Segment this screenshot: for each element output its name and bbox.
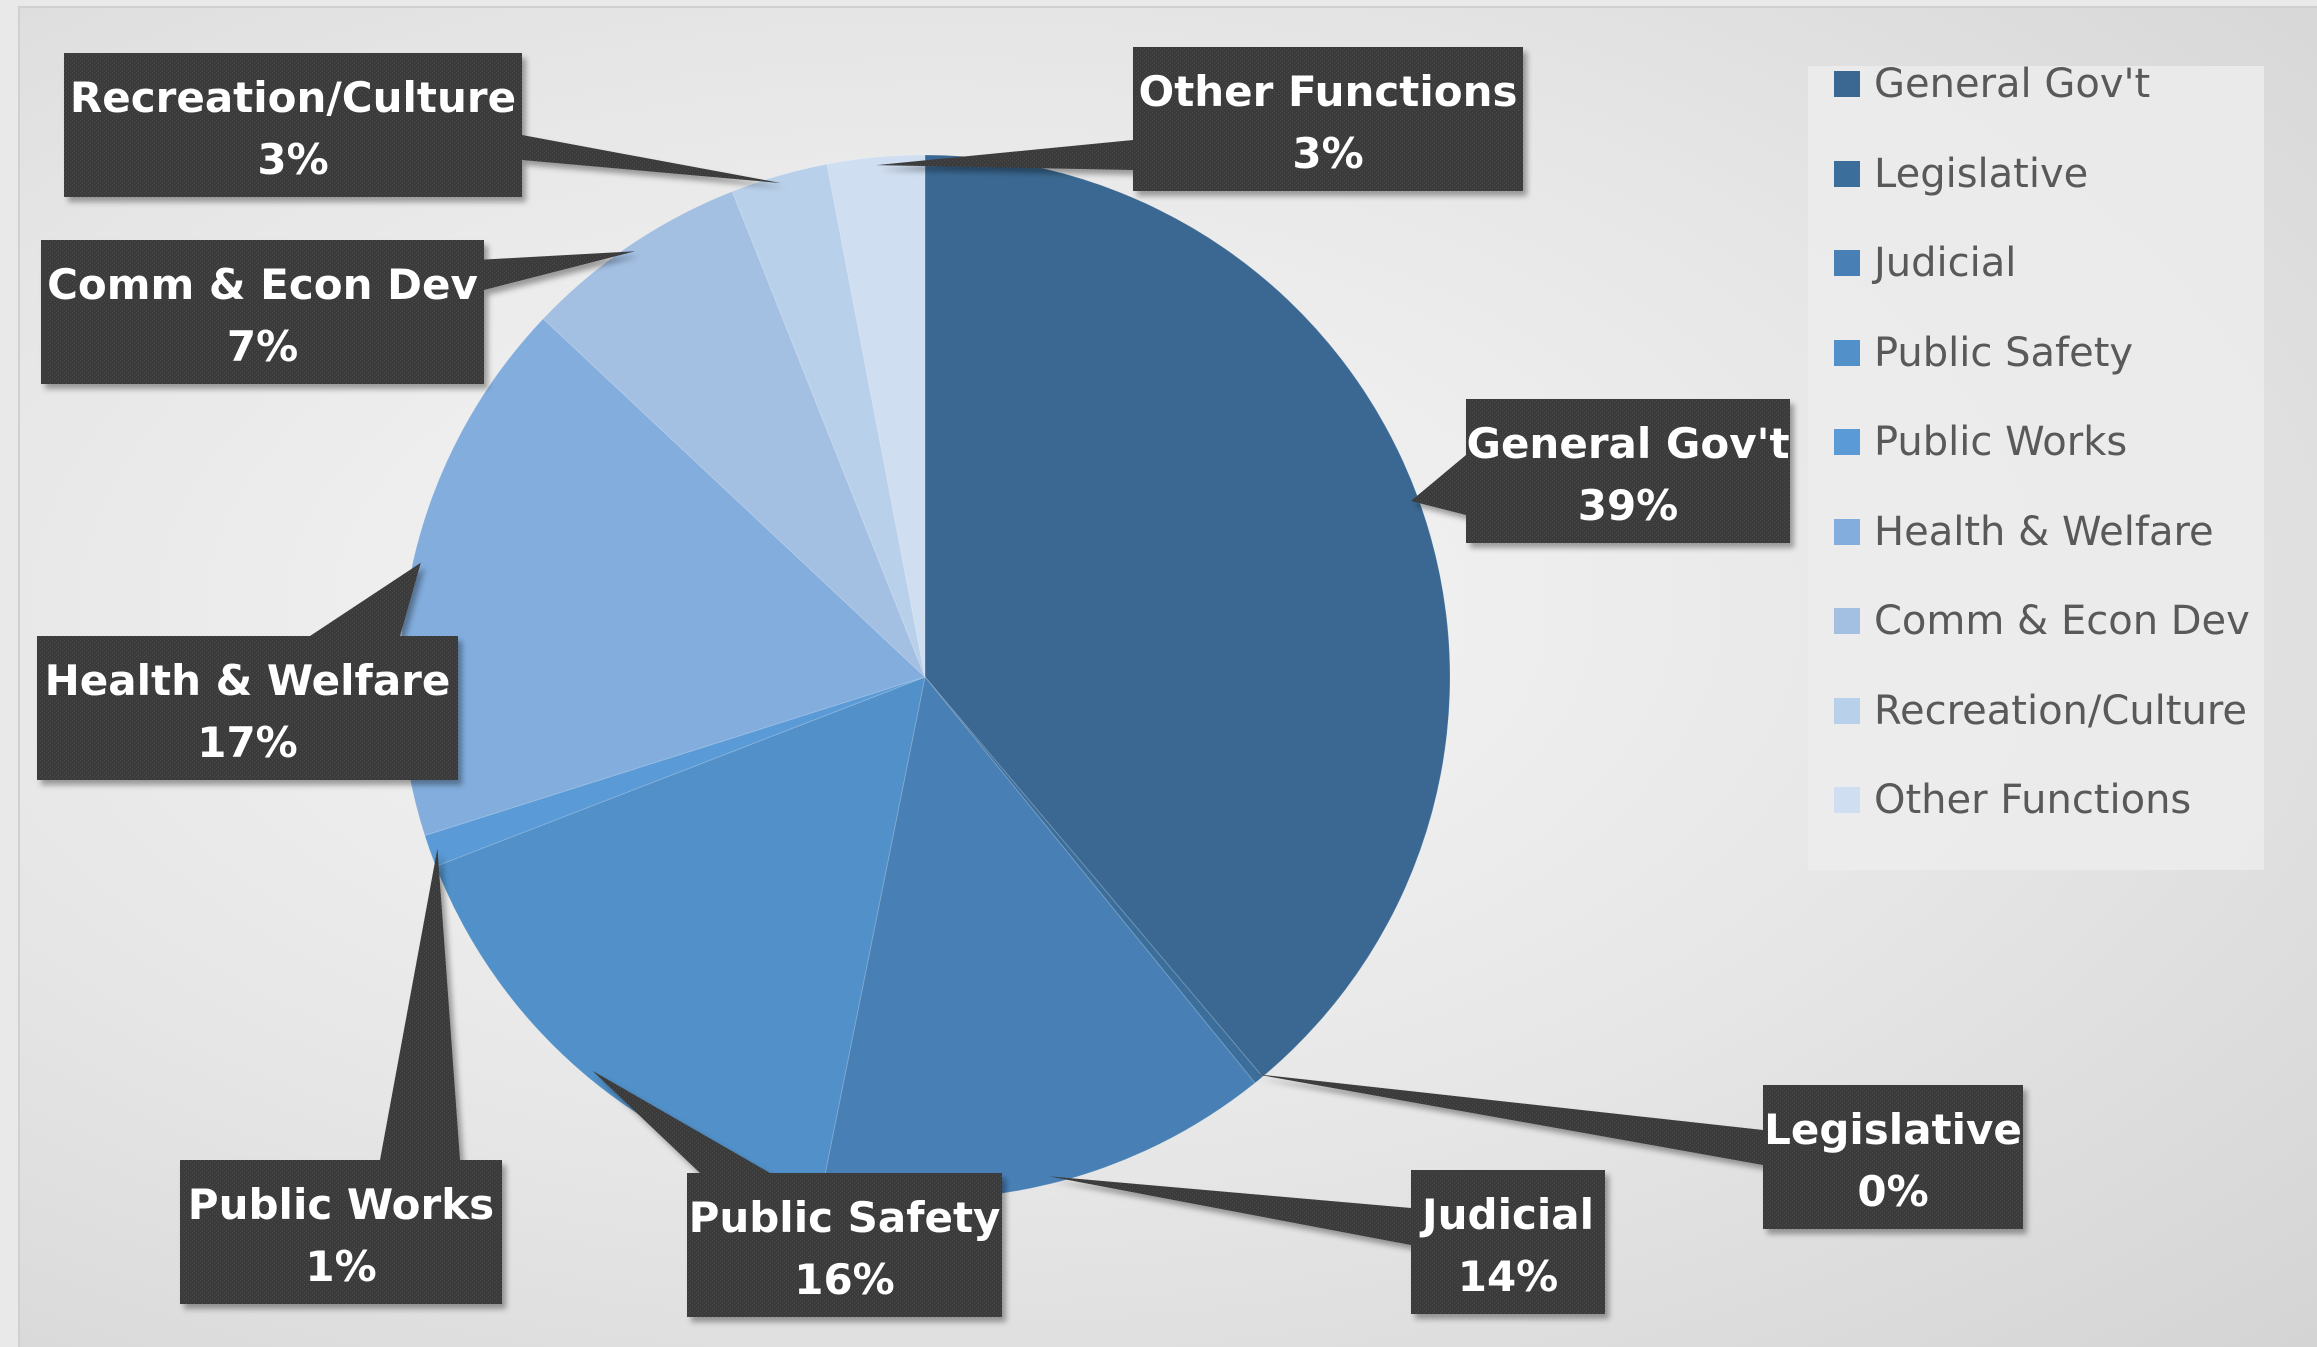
data-label-judicial: Judicial 14% bbox=[1048, 1170, 1605, 1314]
leader-line bbox=[876, 140, 1133, 170]
data-label-health-welfare: Health & Welfare 17% bbox=[37, 562, 458, 780]
data-label-general-gov-t: General Gov't 39% bbox=[1410, 399, 1790, 543]
legend-label: Other Functions bbox=[1874, 777, 2192, 823]
pie-slice-legislative bbox=[924, 676, 1264, 1084]
legend-item-judicial: Judicial bbox=[1834, 238, 2016, 288]
leader-line bbox=[440, 251, 636, 290]
legend-swatch bbox=[1834, 429, 1860, 455]
legend-label: Legislative bbox=[1874, 150, 2089, 197]
pie-slice-other-functions bbox=[826, 154, 926, 678]
legend-swatch bbox=[1834, 518, 1860, 545]
data-labels: General Gov't 39% Legislative 0% Judicial 14%… bbox=[37, 47, 2023, 1317]
pie-slice-recreation-culture bbox=[731, 163, 926, 678]
data-label-category: Legislative bbox=[1764, 1105, 2022, 1154]
data-label-category: Other Functions bbox=[1138, 67, 1517, 116]
legend-swatch bbox=[1834, 608, 1860, 634]
legend-label: Public Works bbox=[1874, 419, 2128, 465]
pie-slice-comm-econ-dev bbox=[542, 190, 926, 678]
data-label-percent: 3% bbox=[257, 135, 328, 184]
legend-item-legislative: Legislative bbox=[1834, 149, 2088, 199]
data-label-category: Public Safety bbox=[689, 1193, 1001, 1242]
legend: General Gov't Legislative Judicial Public S… bbox=[1808, 61, 2264, 870]
data-label-category: Public Works bbox=[188, 1180, 494, 1229]
legend-item-other-functions: Other Functions bbox=[1834, 775, 2191, 825]
legend-swatch bbox=[1834, 160, 1860, 187]
data-label-comm-econ-dev: Comm & Econ Dev 7% bbox=[41, 240, 636, 384]
legend-label: Health & Welfare bbox=[1874, 508, 2214, 555]
legend-swatch bbox=[1834, 697, 1860, 724]
label-box bbox=[41, 240, 484, 384]
leader-line bbox=[380, 848, 460, 1160]
legend-swatch bbox=[1834, 787, 1860, 813]
label-box bbox=[1763, 1085, 2023, 1229]
data-label-category: Comm & Econ Dev bbox=[47, 260, 478, 309]
label-box bbox=[64, 53, 522, 197]
data-label-public-safety: Public Safety 16% bbox=[592, 1070, 1002, 1317]
data-label-category: Recreation/Culture bbox=[70, 73, 516, 122]
legend-label: General Gov't bbox=[1874, 61, 2151, 107]
data-label-percent: 0% bbox=[1857, 1167, 1928, 1216]
legend-swatch bbox=[1834, 339, 1860, 366]
label-box bbox=[1411, 1170, 1605, 1314]
leader-line bbox=[1410, 455, 1466, 515]
legend-swatch bbox=[1834, 71, 1860, 97]
legend-swatch bbox=[1834, 250, 1860, 276]
data-label-category: Health & Welfare bbox=[45, 656, 451, 705]
label-box bbox=[37, 636, 458, 780]
data-label-legislative: Legislative 0% bbox=[1253, 1073, 2023, 1229]
pie-slices bbox=[399, 154, 1451, 1200]
data-label-other-functions: Other Functions 3% bbox=[876, 47, 1523, 191]
legend-item-health-welfare: Health & Welfare bbox=[1834, 507, 2214, 557]
legend-item-recreation-culture: Recreation/Culture bbox=[1834, 686, 2247, 736]
legend-label: Public Safety bbox=[1874, 329, 2134, 376]
data-label-percent: 14% bbox=[1458, 1252, 1559, 1301]
leader-line bbox=[1253, 1073, 1763, 1165]
data-label-category: General Gov't bbox=[1466, 419, 1789, 468]
legend-item-comm-econ-dev: Comm & Econ Dev bbox=[1834, 596, 2250, 646]
legend-label: Judicial bbox=[1874, 240, 2017, 286]
data-label-percent: 17% bbox=[197, 718, 298, 767]
legend-item-public-works: Public Works bbox=[1834, 417, 2127, 467]
data-label-percent: 3% bbox=[1292, 129, 1363, 178]
leader-line bbox=[522, 135, 782, 184]
data-label-percent: 1% bbox=[305, 1242, 376, 1291]
label-box bbox=[687, 1173, 1002, 1317]
data-label-public-works: Public Works 1% bbox=[180, 848, 502, 1304]
data-label-percent: 7% bbox=[227, 322, 298, 371]
leader-line bbox=[1048, 1176, 1411, 1245]
label-box bbox=[1466, 399, 1790, 543]
legend-item-public-safety: Public Safety bbox=[1834, 328, 2133, 378]
label-box bbox=[1133, 47, 1523, 191]
legend-label: Comm & Econ Dev bbox=[1874, 598, 2250, 644]
legend-item-general-gov-t: General Gov't bbox=[1834, 59, 2150, 109]
leader-line bbox=[592, 1070, 770, 1173]
data-label-recreation-culture: Recreation/Culture 3% bbox=[64, 53, 782, 197]
legend-label: Recreation/Culture bbox=[1874, 687, 2247, 734]
label-box bbox=[180, 1160, 502, 1304]
leader-line bbox=[310, 562, 421, 636]
data-label-category: Judicial bbox=[1419, 1190, 1594, 1239]
data-label-percent: 16% bbox=[794, 1255, 895, 1304]
data-label-percent: 39% bbox=[1578, 481, 1679, 530]
